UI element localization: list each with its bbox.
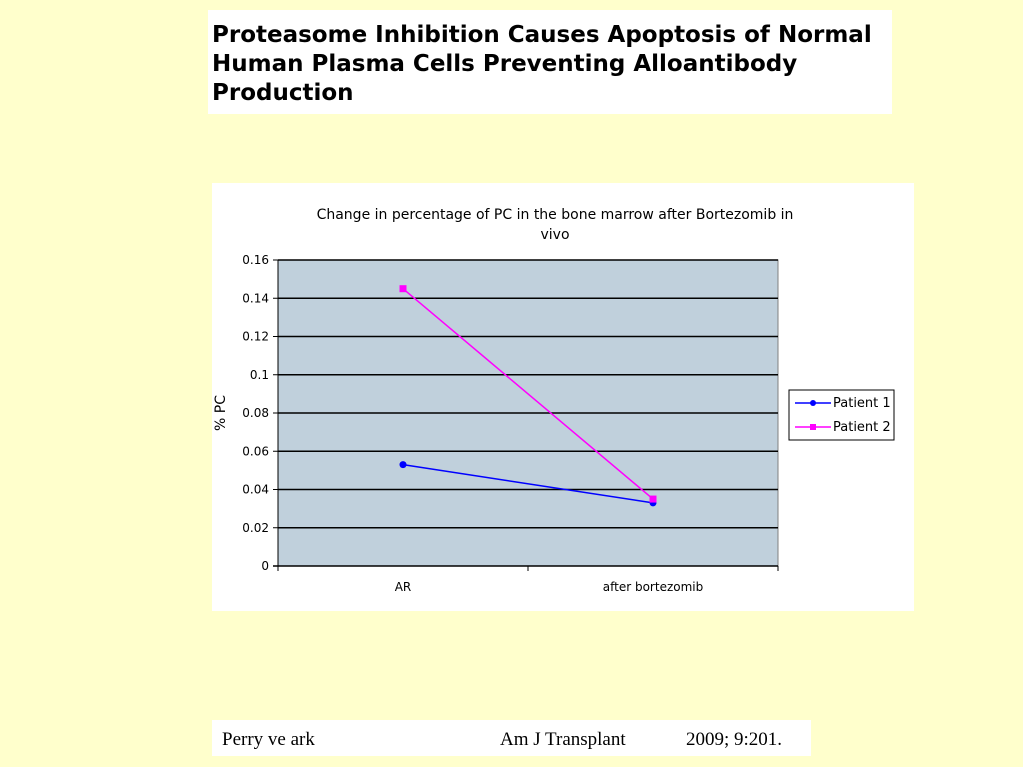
legend-label-patient-2: Patient 2	[833, 420, 891, 435]
slide-title-line-3: Production	[212, 80, 354, 106]
y-tick-label: 0.16	[242, 253, 269, 267]
legend-marker-patient-1	[810, 400, 816, 406]
line-chart: Change in percentage of PC in the bone m…	[213, 207, 895, 594]
series-line-patient-2	[402, 288, 654, 500]
x-tick-label: after bortezomib	[603, 580, 703, 594]
legend-label-patient-1: Patient 1	[833, 396, 891, 411]
legend-box	[788, 389, 895, 441]
y-tick-label: 0.04	[242, 483, 269, 497]
legend-marker-patient-2	[810, 424, 816, 430]
slide-title-line-1: Proteasome Inhibition Causes Apoptosis o…	[212, 22, 872, 48]
chart-title-line-2: vivo	[540, 227, 569, 243]
data-point-patient-2	[399, 285, 407, 293]
y-tick-label: 0.02	[242, 521, 269, 535]
y-axis-label: % PC	[213, 395, 229, 431]
data-point-patient-2	[649, 495, 657, 503]
y-tick-label: 0.12	[242, 330, 269, 344]
y-tick-label: 0	[261, 559, 269, 573]
y-tick-label: 0.08	[242, 406, 269, 420]
footer-authors: Perry ve ark	[222, 729, 315, 750]
x-tick-label: AR	[395, 580, 412, 594]
citation-footer: Perry ve ark Am J Transplant 2009; 9:201…	[212, 720, 811, 756]
data-point-patient-1	[399, 461, 407, 469]
series-line-patient-1	[402, 463, 654, 504]
slide-title-box: Proteasome Inhibition Causes Apoptosis o…	[208, 10, 892, 114]
footer-journal: Am J Transplant	[500, 729, 626, 750]
y-tick-label: 0.06	[242, 444, 269, 458]
chart-title-line-1: Change in percentage of PC in the bone m…	[317, 207, 794, 223]
y-tick-label: 0.14	[242, 291, 269, 305]
chart-container: Change in percentage of PC in the bone m…	[212, 183, 914, 611]
footer-citation: 2009; 9:201.	[686, 729, 783, 750]
slide-title-line-2: Human Plasma Cells Preventing Alloantibo…	[212, 51, 798, 77]
chart-legend: Patient 1 Patient 2	[788, 389, 895, 441]
y-tick-label: 0.1	[250, 368, 269, 382]
